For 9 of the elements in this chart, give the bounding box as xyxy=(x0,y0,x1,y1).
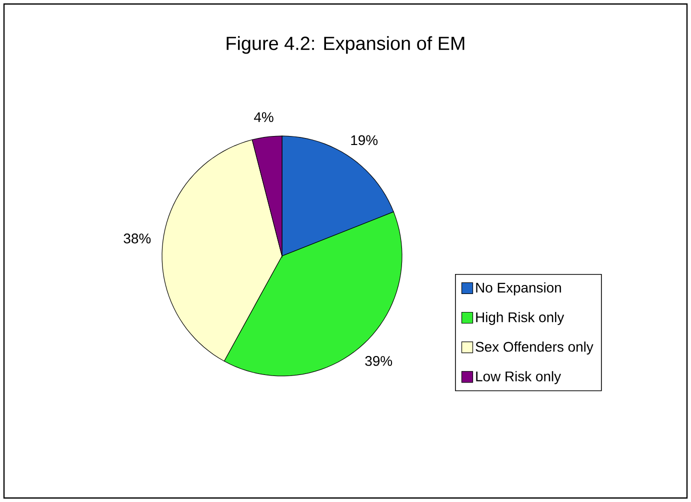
chart-title: Figure 4.2: Expansion of EM xyxy=(226,36,464,54)
legend-label: Low Risk only xyxy=(476,371,562,384)
legend-label: High Risk only xyxy=(476,312,564,325)
data-label: 39% xyxy=(365,356,392,366)
legend-label: No Expansion xyxy=(476,282,561,296)
data-label: 4% xyxy=(254,112,274,122)
data-label: 38% xyxy=(124,234,151,244)
data-label: 19% xyxy=(351,135,378,146)
legend-label: Sex Offenders only xyxy=(476,342,594,355)
